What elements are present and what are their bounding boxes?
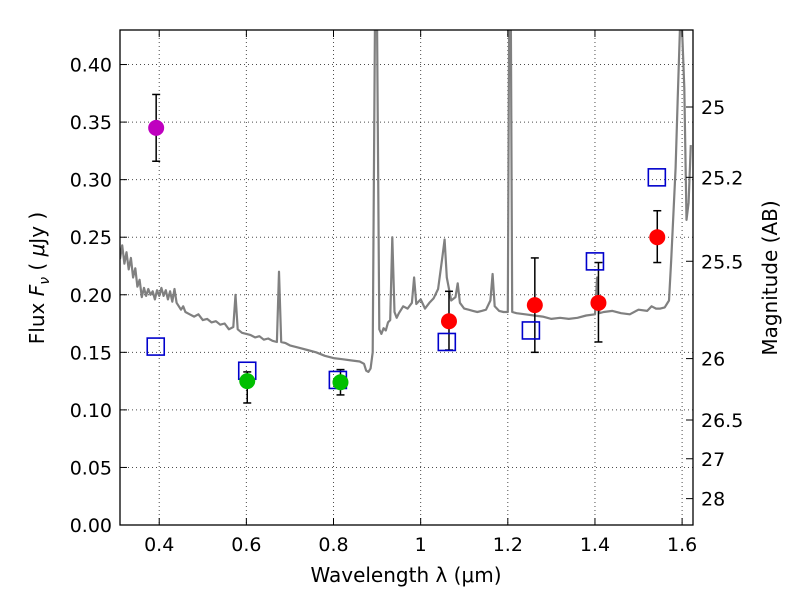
observed-point	[440, 313, 457, 330]
y2-tick-label: 28	[701, 489, 725, 511]
y-tick-label: 0.15	[70, 342, 112, 364]
y2-tick-label: 26	[701, 349, 725, 371]
model-photometry-square	[521, 321, 541, 340]
x-tick-label: 1	[415, 534, 427, 556]
y-tick-label: 0.25	[70, 227, 112, 249]
y-tick-label: 0.30	[70, 170, 112, 192]
y2-tick-label: 25.2	[701, 167, 743, 189]
x-axis-ticks: 0.4 0.6 0.8 1 1.2 1.4 1.6	[144, 30, 697, 556]
y-tick-label: 0.10	[70, 400, 112, 422]
model-photometry-square	[437, 332, 457, 352]
observed-point	[148, 119, 165, 136]
y2-tick-label: 25.5	[701, 251, 743, 273]
x-tick-label: 1.4	[580, 534, 610, 556]
y-tick-label: 0.35	[70, 112, 112, 134]
x-tick-label: 1.6	[667, 534, 697, 556]
y2-tick-label: 26.5	[701, 410, 743, 432]
model-photometry-group	[146, 168, 667, 390]
observed-photometry-group	[148, 119, 666, 391]
model-photometry-square	[585, 252, 605, 271]
grid-lines	[120, 30, 693, 526]
y2-axis-ticks: 25 25.2 25.5 26 26.5 27 28	[686, 97, 743, 511]
y-tick-label: 0.05	[70, 457, 112, 479]
observed-point	[239, 373, 256, 390]
x-tick-label: 1.2	[493, 534, 523, 556]
y2-tick-label: 25	[701, 97, 725, 119]
y2-tick-label: 27	[701, 449, 725, 471]
y-axis-label: Flux Fν ( μJy )	[25, 212, 53, 344]
x-axis-label: Wavelength λ (μm)	[310, 563, 501, 587]
y2-axis-label: Magnitude (AB)	[758, 200, 782, 355]
plot-frame	[119, 29, 694, 526]
y-tick-label: 0.20	[70, 285, 112, 307]
errorbar-group	[152, 93, 662, 404]
observed-point	[332, 374, 349, 391]
observed-point	[649, 229, 666, 246]
observed-point	[590, 294, 607, 311]
y-tick-label: 0.00	[70, 515, 112, 537]
x-tick-label: 0.6	[231, 534, 261, 556]
x-tick-label: 0.8	[318, 534, 348, 556]
y-tick-label: 0.40	[70, 55, 112, 77]
observed-point	[526, 297, 543, 314]
model-spectrum-line	[120, 30, 692, 373]
model-photometry-square	[146, 337, 166, 356]
x-tick-label: 0.4	[144, 534, 174, 556]
y-axis-ticks: 0.00 0.05 0.10 0.15 0.20 0.25 0.30 0.35 0.40	[70, 55, 127, 537]
model-photometry-square	[647, 168, 667, 187]
